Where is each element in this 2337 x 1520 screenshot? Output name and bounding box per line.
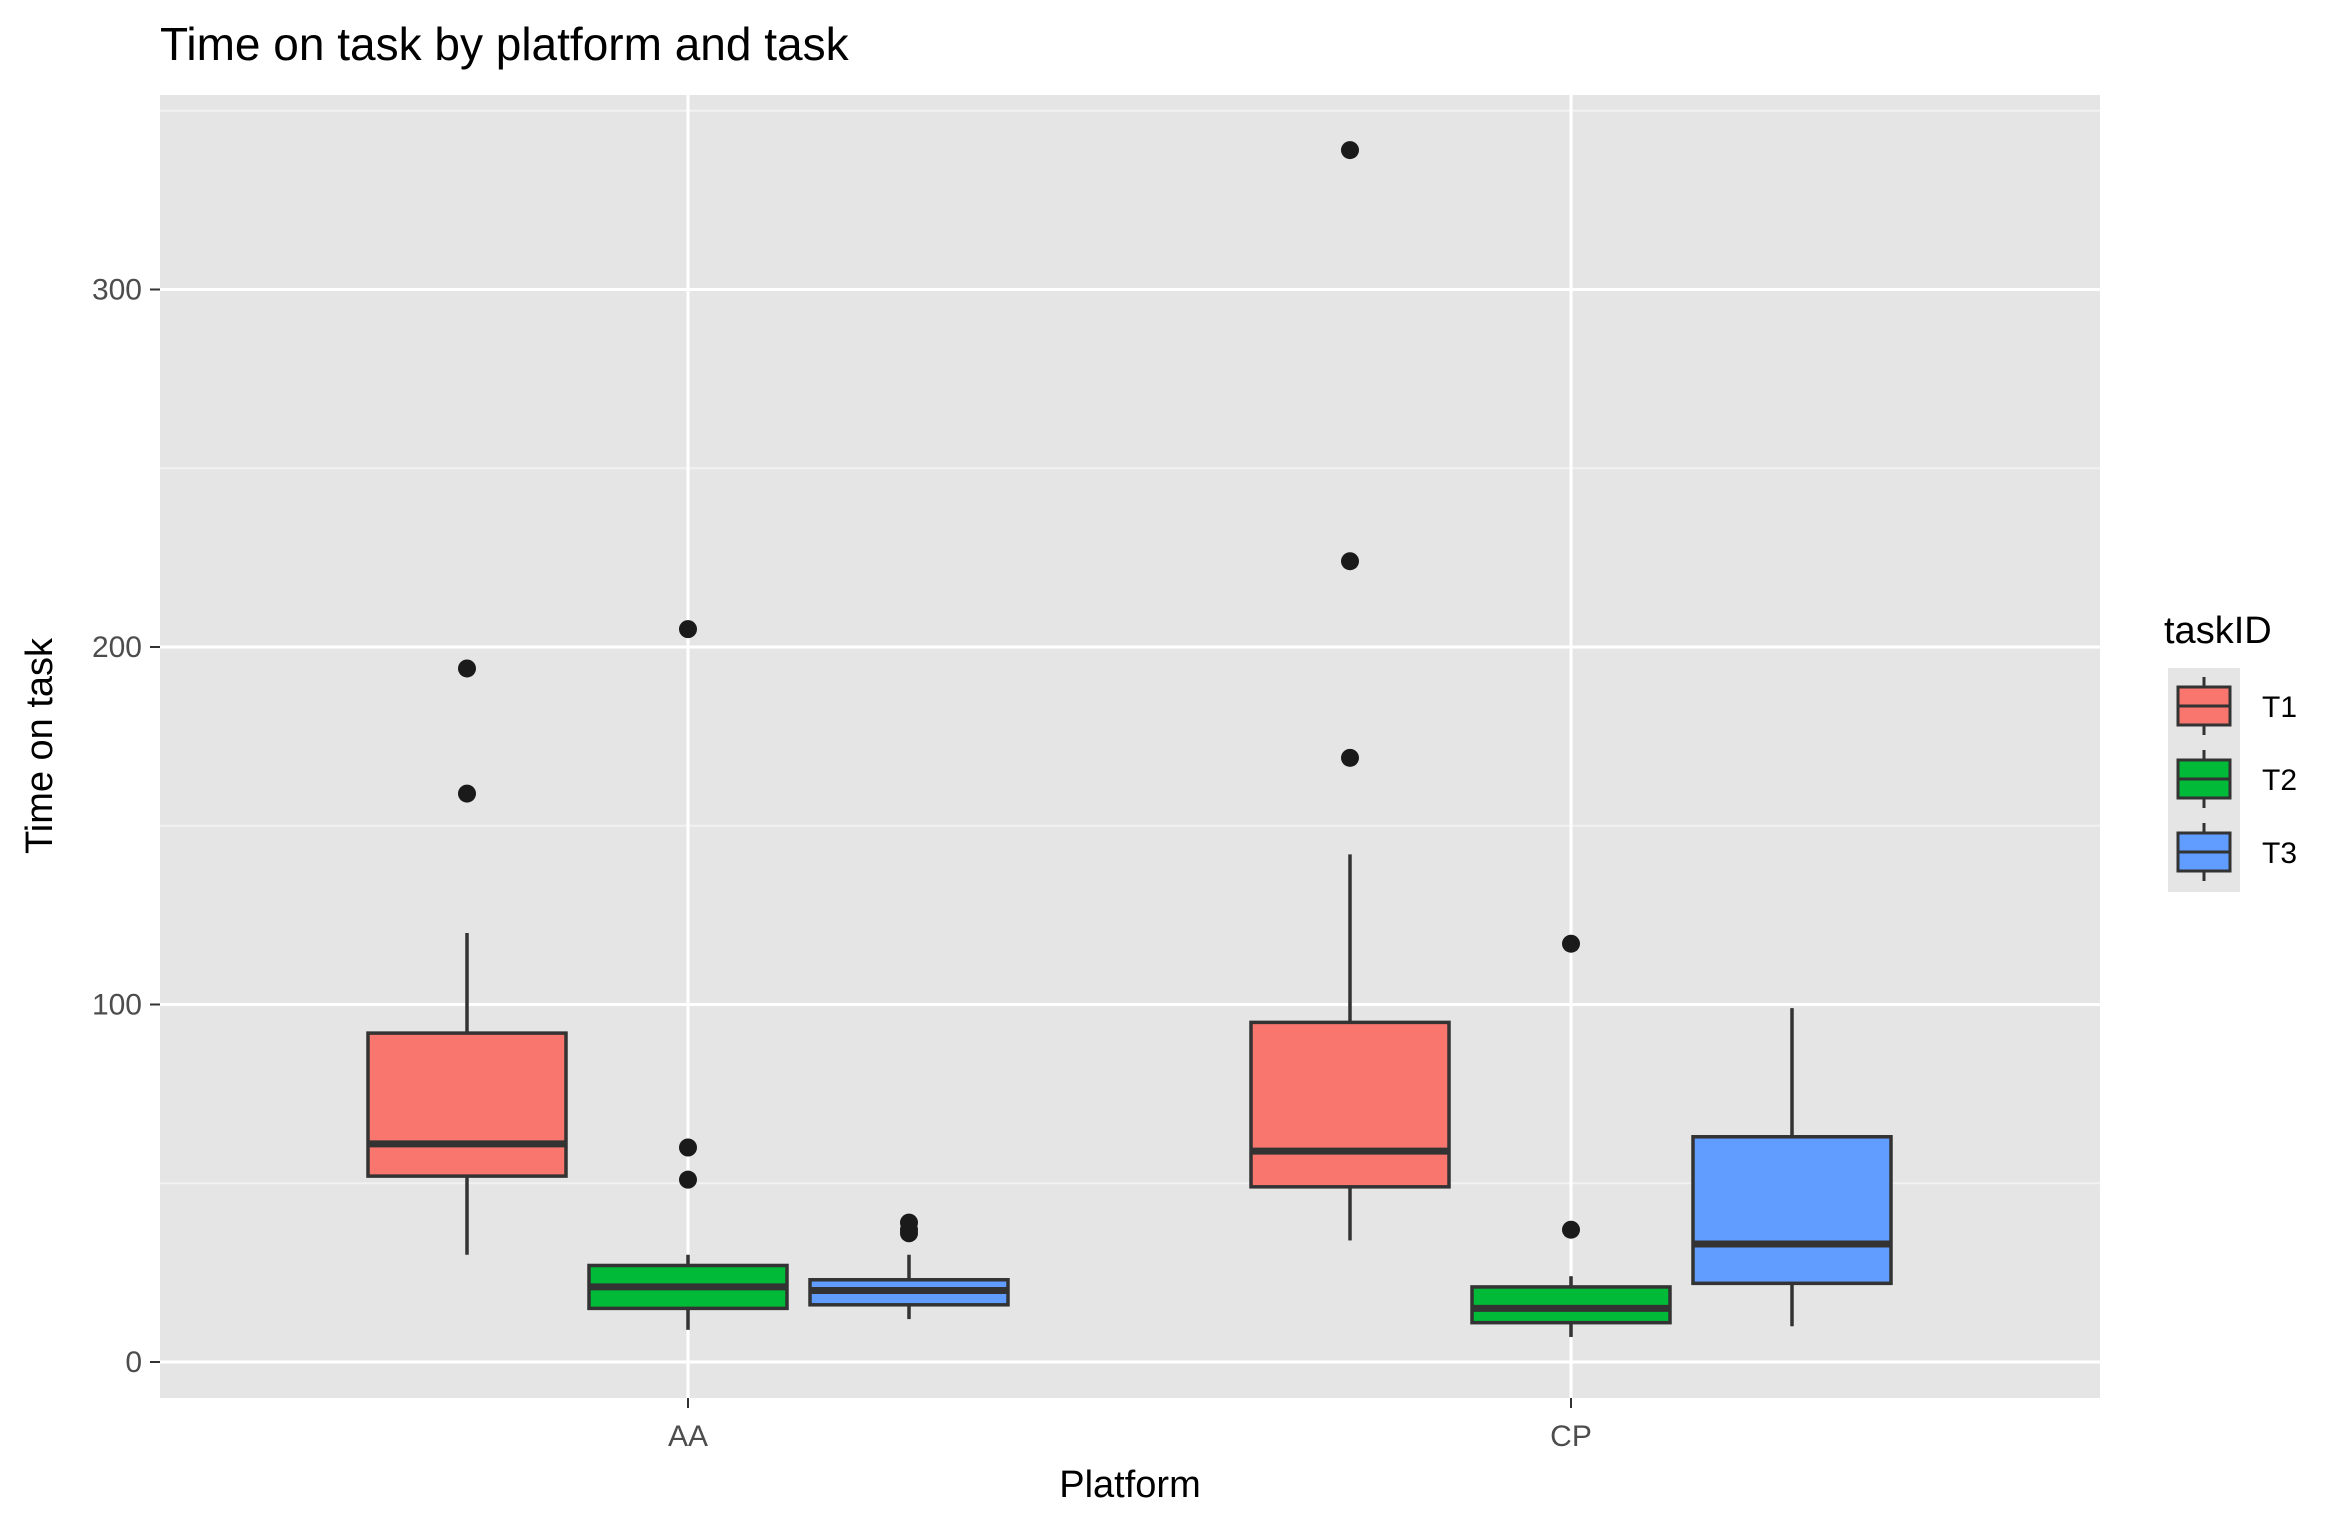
x-axis: AA CP (668, 1398, 1592, 1453)
outlier-point (1341, 141, 1359, 160)
box-iqr (1470, 1285, 1672, 1325)
x-axis-title: Platform (1059, 1464, 1200, 1506)
legend-item-T1: T1 (2176, 677, 2297, 735)
outlier-point (458, 784, 476, 803)
outlier-point (1562, 934, 1580, 953)
y-axis-title: Time on task (19, 637, 61, 854)
outlier-point (1341, 748, 1359, 767)
outlier-point (458, 659, 476, 678)
outlier-point (900, 1213, 918, 1232)
outlier-point (679, 620, 697, 639)
outlier-point (1562, 1220, 1580, 1239)
y-tick-label: 100 (92, 989, 142, 1022)
y-tick-label: 300 (92, 274, 142, 307)
legend-title: taskID (2164, 610, 2272, 652)
y-tick-label: 200 (92, 631, 142, 664)
box-T3-AA (808, 1213, 1010, 1320)
box-iqr (366, 1031, 568, 1178)
y-axis: 0 100 200 300 (92, 274, 160, 1379)
box-T2-AA (587, 620, 789, 1330)
box-iqr (1249, 1020, 1451, 1189)
x-tick-label: AA (668, 1420, 708, 1453)
box-iqr (1691, 1135, 1893, 1286)
outlier-point (679, 1138, 697, 1157)
box-T1-CP (1249, 141, 1451, 1241)
x-tick-label: CP (1550, 1420, 1592, 1453)
legend-item-T3: T3 (2176, 823, 2297, 881)
outlier-point (1341, 552, 1359, 571)
y-tick-label: 0 (125, 1346, 142, 1379)
box-T1-AA (366, 659, 568, 1255)
box-layer (366, 141, 1893, 1337)
outlier-point (679, 1170, 697, 1189)
chart-title: Time on task by platform and task (160, 18, 850, 70)
legend-label: T1 (2262, 691, 2297, 724)
legend-item-T2: T2 (2176, 750, 2297, 808)
box-T3-CP (1691, 1008, 1893, 1327)
box-T2-CP (1470, 934, 1672, 1337)
legend-label: T2 (2262, 764, 2297, 797)
legend-label: T3 (2262, 837, 2297, 870)
grid-lines (160, 95, 2100, 1398)
legend: taskID T1 T2 T3 (2164, 610, 2297, 892)
